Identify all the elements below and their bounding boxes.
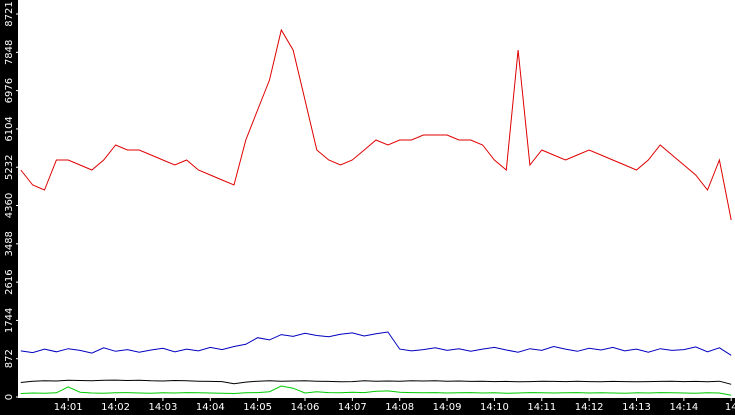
x-tick-label: 14:08 xyxy=(385,402,414,413)
x-tick-label: 14:03 xyxy=(149,402,178,413)
x-tick-label: 14:05 xyxy=(243,402,272,413)
x-tick-label: 14:02 xyxy=(101,402,130,413)
x-tick-label: 14:14 xyxy=(669,402,698,413)
x-tick-label: 14:09 xyxy=(433,402,462,413)
y-tick-label: 8721 xyxy=(4,1,15,26)
x-tick-label: 14:07 xyxy=(338,402,367,413)
y-tick-label: 6104 xyxy=(4,116,15,141)
series-line xyxy=(20,385,732,396)
series-line xyxy=(20,331,732,356)
x-tick-label: 14:01 xyxy=(54,402,83,413)
y-tick-label: 1744 xyxy=(4,308,15,333)
y-tick-label: 4360 xyxy=(4,193,15,218)
y-tick-label: 6976 xyxy=(4,78,15,103)
x-axis-strip xyxy=(0,398,735,415)
y-tick-label: 2616 xyxy=(4,269,15,294)
y-tick-label: 7848 xyxy=(4,40,15,65)
y-tick-label: 0 xyxy=(4,394,15,400)
y-tick-label: 3488 xyxy=(4,231,15,256)
y-tick-label: 5232 xyxy=(4,154,15,179)
series-line xyxy=(20,28,732,221)
x-tick-label: 14:10 xyxy=(480,402,509,413)
x-tick-label: 14 xyxy=(725,402,735,413)
x-tick-label: 14:12 xyxy=(575,402,604,413)
x-tick-label: 14:06 xyxy=(291,402,320,413)
y-axis-strip xyxy=(0,0,18,415)
y-tick-label: 872 xyxy=(4,349,15,368)
series-line xyxy=(20,379,732,385)
x-tick-label: 14:13 xyxy=(622,402,651,413)
x-tick-label: 14:11 xyxy=(527,402,556,413)
x-tick-label: 14:04 xyxy=(196,402,225,413)
